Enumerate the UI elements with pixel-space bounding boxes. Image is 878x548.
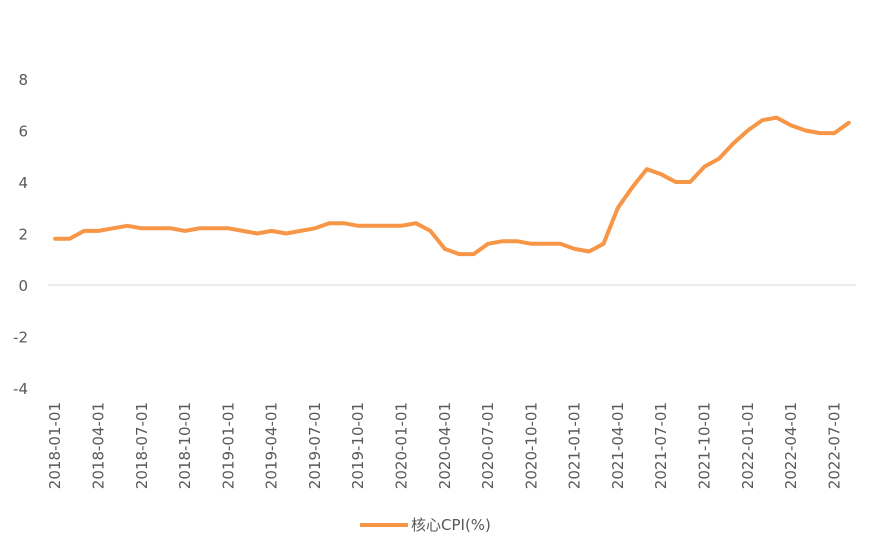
y-tick-label: 6 <box>18 123 28 141</box>
y-axis-ticks: -4 -2 0 2 4 6 8 <box>13 71 28 398</box>
y-tick-label: 8 <box>18 71 28 89</box>
x-tick-label: 2019-01-01 <box>219 402 237 489</box>
y-tick-label: 2 <box>18 226 28 244</box>
x-tick-label: 2022-07-01 <box>825 402 843 489</box>
x-tick-label: 2021-04-01 <box>609 402 627 489</box>
x-tick-label: 2020-07-01 <box>479 402 497 489</box>
legend: 核心CPI(%) <box>360 516 491 534</box>
x-tick-label: 2020-04-01 <box>436 402 454 489</box>
x-tick-label: 2020-01-01 <box>393 402 411 489</box>
y-tick-label: 4 <box>18 174 28 192</box>
x-tick-label: 2018-07-01 <box>133 402 151 489</box>
y-tick-label: -2 <box>13 329 28 347</box>
x-tick-label: 2018-04-01 <box>90 402 108 489</box>
x-axis: 2018-01-01 2018-04-01 2018-07-01 2018-10-01… <box>46 402 843 489</box>
series-line-core-cpi <box>53 115 851 257</box>
x-tick-label: 2018-01-01 <box>46 402 64 489</box>
x-tick-label: 2021-07-01 <box>652 402 670 489</box>
legend-label: 核心CPI(%) <box>411 516 491 534</box>
x-tick-label: 2022-01-01 <box>739 402 757 489</box>
y-tick-label: 0 <box>18 277 28 295</box>
x-tick-label: 2019-04-01 <box>263 402 281 489</box>
x-tick-label: 2019-07-01 <box>306 402 324 489</box>
x-tick-label: 2021-10-01 <box>696 402 714 489</box>
x-tick-label: 2021-01-01 <box>566 402 584 489</box>
x-tick-label: 2018-10-01 <box>176 402 194 489</box>
x-tick-label: 2020-10-01 <box>522 402 540 489</box>
x-tick-label: 2019-10-01 <box>349 402 367 489</box>
y-tick-label: -4 <box>13 380 28 398</box>
x-tick-label: 2022-04-01 <box>782 402 800 489</box>
